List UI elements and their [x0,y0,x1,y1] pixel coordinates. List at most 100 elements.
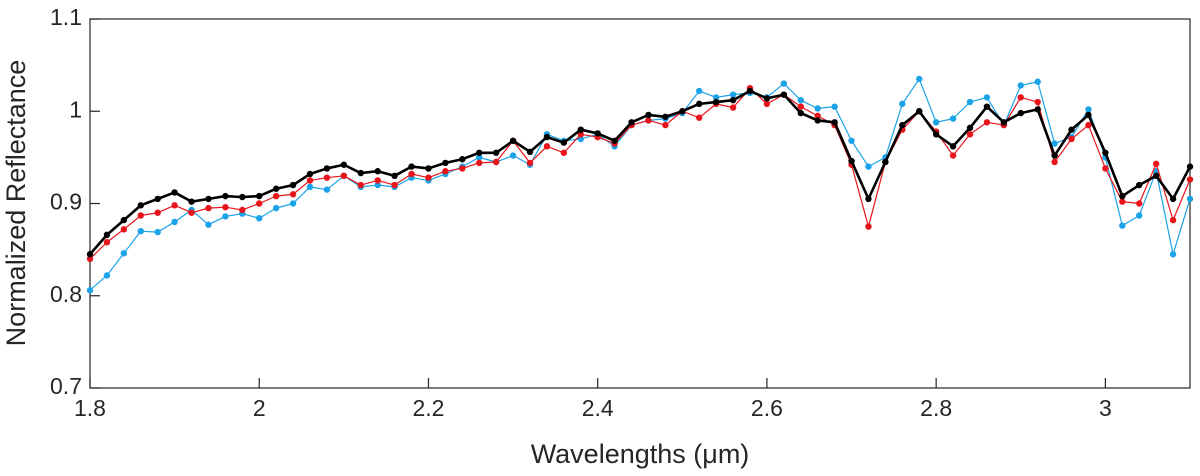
data-point [205,195,212,203]
data-point [814,117,821,124]
data-point [1186,163,1194,170]
data-point [323,174,331,181]
data-point [763,95,771,102]
data-point [1085,111,1092,119]
x-tick-label: 2 [253,395,266,421]
x-tick-label: 3 [1099,395,1112,421]
data-point [594,130,601,137]
data-point [103,272,111,279]
data-point [712,94,720,101]
data-point [899,100,906,108]
data-point [797,109,804,117]
data-point [712,98,720,106]
data-point [137,212,144,219]
data-point [256,215,263,222]
data-point [1034,98,1041,106]
data-point [763,100,771,108]
data-point [780,91,788,98]
data-point [154,209,161,216]
data-point [1152,172,1160,180]
y-tick-label: 1 [69,96,82,122]
data-point [696,114,703,121]
data-point [662,121,669,129]
data-point [103,239,111,246]
data-point [357,169,364,177]
data-point [374,177,381,184]
data-point [831,103,838,110]
data-point [797,96,804,104]
data-point [1136,212,1143,219]
data-point [1186,195,1194,203]
data-point [966,131,974,138]
data-point [1102,165,1109,172]
data-point [391,172,398,180]
plot-frame [89,18,1191,389]
data-point [476,159,483,167]
data-point [848,157,855,165]
data-point [256,200,263,207]
data-point [916,75,923,83]
data-point [154,195,161,203]
data-point [1017,109,1024,117]
y-tick-label: 1.1 [50,4,82,30]
data-point [1169,216,1177,224]
data-point [1152,160,1160,168]
x-tick-label: 1.8 [74,395,106,421]
data-point [188,198,195,205]
data-point [1186,176,1194,183]
data-point [949,143,957,150]
data-point [1000,119,1008,126]
data-point [272,204,280,212]
data-point [272,185,280,192]
data-point [932,131,940,138]
data-point [137,227,144,235]
data-point [983,94,991,101]
data-point [306,177,314,184]
y-tick-label: 0.7 [50,373,82,399]
data-point [560,149,568,156]
data-point [306,183,314,191]
data-point [171,202,178,209]
data-point [425,165,432,172]
data-point [256,192,263,200]
data-point [408,170,415,178]
data-point [289,181,297,189]
data-point [729,104,737,111]
data-point [645,117,652,124]
data-point [1051,140,1058,147]
data-point [374,181,381,189]
data-point [1017,94,1024,101]
data-point [357,181,364,189]
data-point [86,255,94,263]
data-point [171,189,178,196]
data-point [949,152,957,159]
data-point [509,137,517,144]
data-point [645,111,652,119]
data-point [1136,181,1143,189]
data-point [679,108,686,115]
data-point [814,112,821,120]
data-point [746,87,754,95]
data-point [222,192,229,200]
x-tick-label: 2.2 [412,395,444,421]
x-tick-label: 2.4 [582,395,614,421]
data-point [459,156,466,163]
data-point [86,251,94,258]
y-tick-label: 0.8 [50,281,82,307]
data-point [814,105,821,112]
data-point [323,186,331,193]
data-point [1169,251,1177,258]
data-point [1017,82,1024,89]
data-point [442,168,449,175]
data-point [543,133,551,141]
data-point [696,87,703,95]
data-point [222,213,229,220]
data-point [1119,192,1126,200]
data-point [509,152,517,159]
data-point [120,250,128,257]
data-point [408,163,415,170]
data-point [1119,198,1126,205]
data-point [729,96,737,104]
data-point [120,216,128,224]
